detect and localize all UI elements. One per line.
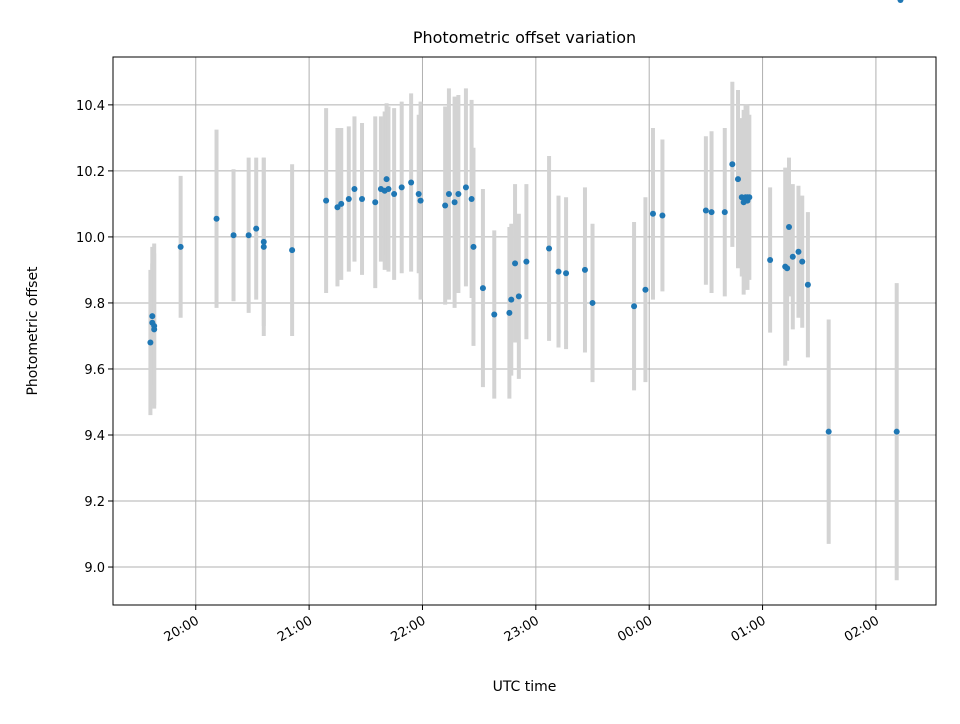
data-point bbox=[786, 224, 793, 231]
y-tick-label: 9.6 bbox=[84, 363, 105, 378]
data-point bbox=[799, 258, 806, 265]
y-axis-label: Photometric offset bbox=[25, 266, 41, 396]
data-point bbox=[825, 428, 832, 435]
data-point bbox=[491, 311, 498, 318]
data-point bbox=[734, 176, 741, 183]
data-point bbox=[708, 209, 715, 216]
data-point bbox=[649, 210, 656, 217]
data-point bbox=[729, 161, 736, 168]
data-point bbox=[462, 184, 469, 191]
data-point bbox=[784, 265, 791, 272]
y-tick-label: 9.8 bbox=[84, 297, 105, 312]
data-point bbox=[253, 225, 260, 232]
data-point bbox=[563, 270, 570, 277]
data-point bbox=[702, 207, 709, 214]
data-point bbox=[385, 186, 392, 193]
data-point bbox=[470, 243, 477, 250]
data-point bbox=[555, 268, 562, 275]
x-axis-label: UTC time bbox=[493, 679, 557, 695]
y-tick-label: 10.0 bbox=[76, 231, 105, 246]
data-point bbox=[213, 215, 220, 222]
data-point bbox=[546, 245, 553, 252]
y-tick-label: 9.0 bbox=[84, 561, 105, 576]
data-point bbox=[589, 299, 596, 306]
data-point bbox=[351, 186, 358, 193]
chart-title: Photometric offset variation bbox=[413, 28, 636, 47]
data-point bbox=[508, 296, 515, 303]
y-tick-label: 9.4 bbox=[84, 429, 105, 444]
data-point bbox=[789, 253, 796, 260]
data-point bbox=[721, 209, 728, 216]
y-tick-label: 9.2 bbox=[84, 495, 105, 510]
data-point bbox=[338, 200, 345, 207]
data-point bbox=[372, 199, 379, 206]
data-point bbox=[893, 428, 900, 435]
data-point bbox=[415, 191, 422, 197]
data-point bbox=[408, 179, 415, 186]
data-point bbox=[445, 191, 452, 197]
data-point bbox=[289, 247, 296, 254]
data-point bbox=[417, 197, 424, 204]
data-point bbox=[149, 313, 156, 320]
data-point bbox=[391, 191, 398, 197]
y-tick-label: 10.4 bbox=[76, 99, 105, 114]
data-point bbox=[177, 243, 184, 250]
data-point bbox=[442, 202, 449, 209]
data-point bbox=[581, 266, 588, 273]
data-point bbox=[512, 260, 519, 267]
data-point bbox=[230, 232, 237, 239]
data-point bbox=[245, 232, 252, 239]
point-layer bbox=[147, 0, 904, 435]
data-point bbox=[659, 212, 666, 219]
y-tick-label: 10.2 bbox=[76, 165, 105, 180]
data-point bbox=[359, 195, 366, 202]
data-point bbox=[506, 309, 513, 316]
data-point bbox=[260, 243, 267, 250]
data-point bbox=[323, 197, 330, 204]
data-point bbox=[523, 258, 530, 265]
data-point bbox=[746, 194, 753, 201]
data-point bbox=[260, 238, 267, 245]
data-point bbox=[345, 195, 352, 202]
data-point bbox=[515, 293, 522, 300]
data-point bbox=[455, 191, 462, 197]
data-point bbox=[642, 286, 649, 293]
data-point bbox=[767, 257, 774, 264]
data-point bbox=[147, 339, 154, 346]
plot-area-frame bbox=[112, 56, 937, 606]
data-point bbox=[479, 285, 486, 292]
data-point bbox=[383, 176, 390, 183]
data-point bbox=[151, 326, 158, 333]
data-point bbox=[398, 184, 405, 191]
data-point bbox=[804, 281, 811, 288]
data-point bbox=[631, 303, 638, 310]
data-point bbox=[795, 248, 802, 255]
data-point bbox=[451, 199, 458, 206]
data-point bbox=[897, 0, 904, 3]
data-point bbox=[468, 195, 475, 202]
